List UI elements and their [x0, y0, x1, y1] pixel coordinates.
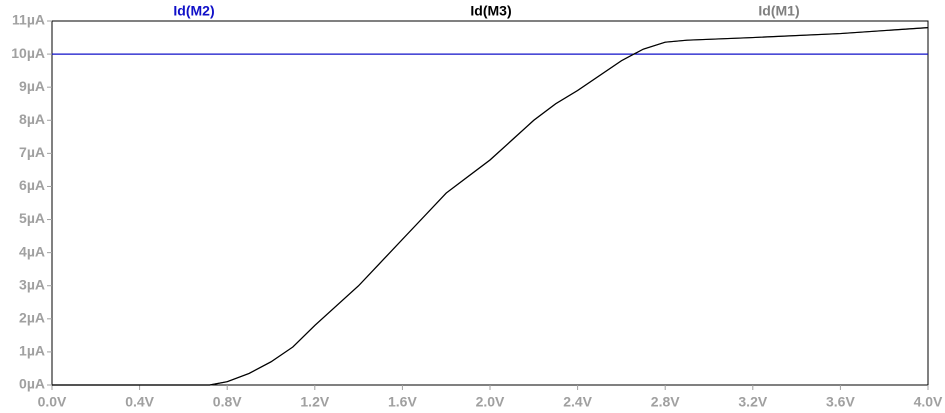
y-tick-label: 3µA — [19, 276, 45, 292]
x-tick-label: 3.2V — [738, 394, 767, 410]
y-tick-label: 6µA — [19, 177, 45, 193]
y-tick-label: 1µA — [19, 343, 45, 359]
x-tick-label: 0.8V — [213, 394, 242, 410]
y-tick-label: 4µA — [19, 243, 45, 259]
x-tick-label: 1.2V — [300, 394, 329, 410]
y-tick-label: 7µA — [19, 144, 45, 160]
y-tick-label: 9µA — [19, 78, 45, 94]
series-line — [52, 27, 929, 386]
series-line — [52, 27, 929, 386]
legend-entry: Id(M1) — [758, 3, 799, 19]
x-tick-label: 4.0V — [914, 394, 943, 410]
plot-frame — [51, 20, 929, 386]
x-tick-label: 0.4V — [125, 394, 154, 410]
y-tick-label: 8µA — [19, 111, 45, 127]
x-tick-label: 2.4V — [563, 394, 592, 410]
x-tick-label: 2.0V — [476, 394, 505, 410]
y-tick-label: 11µA — [12, 12, 45, 28]
x-tick-label: 3.6V — [826, 394, 855, 410]
x-tick-label: 0.0V — [38, 394, 67, 410]
x-tick-label: 1.6V — [388, 394, 417, 410]
y-tick-label: 10µA — [11, 45, 45, 61]
y-tick-label: 0µA — [19, 376, 45, 392]
legend-entry: Id(M3) — [470, 3, 511, 19]
y-tick-label: 2µA — [19, 310, 45, 326]
x-tick-label: 2.8V — [651, 394, 680, 410]
y-tick-label: 5µA — [19, 210, 45, 226]
legend-entry: Id(M2) — [173, 3, 214, 19]
